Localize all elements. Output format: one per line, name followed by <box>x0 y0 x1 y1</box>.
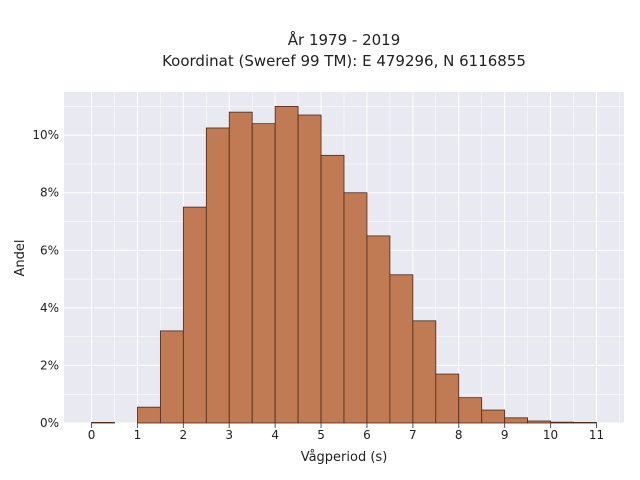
x-tick-label: 9 <box>501 428 509 442</box>
histogram-bar <box>573 422 597 424</box>
histogram-bar <box>274 105 299 424</box>
histogram-bar <box>527 420 551 424</box>
histogram-bar <box>481 409 506 424</box>
histogram-bar <box>504 417 529 424</box>
y-tick-label: 8% <box>40 186 59 200</box>
histogram-bar <box>137 406 161 424</box>
chart-title-line-1: År 1979 - 2019 <box>288 30 401 49</box>
histogram-bar <box>320 154 345 424</box>
y-axis-ticks: 0% 2% 4% 6% 8% 10% <box>32 128 59 430</box>
histogram-bar <box>91 422 115 424</box>
histogram-bar <box>251 123 276 424</box>
histogram-bar <box>159 330 184 424</box>
bars-group <box>91 105 597 424</box>
x-axis-label: Vågperiod (s) <box>301 450 388 465</box>
histogram-bar <box>343 192 368 424</box>
x-tick-label: 0 <box>88 428 96 442</box>
x-tick-label: 4 <box>271 428 279 442</box>
histogram-bar <box>435 373 460 424</box>
x-tick-label: 11 <box>589 428 604 442</box>
histogram-bar <box>297 114 322 424</box>
histogram-bar <box>458 397 483 424</box>
x-tick-label: 6 <box>363 428 371 442</box>
x-tick-label: 3 <box>225 428 233 442</box>
x-tick-label: 5 <box>317 428 325 442</box>
histogram-bar <box>550 421 574 424</box>
histogram-bar <box>182 206 207 424</box>
histogram-bar <box>389 274 414 424</box>
x-tick-label: 10 <box>543 428 558 442</box>
y-tick-label: 2% <box>40 358 59 372</box>
x-tick-label: 2 <box>180 428 188 442</box>
y-tick-label: 6% <box>40 243 59 257</box>
x-tick-label: 1 <box>134 428 142 442</box>
x-tick-label: 8 <box>455 428 463 442</box>
chart-title-line-2: Koordinat (Sweref 99 TM): E 479296, N 61… <box>162 52 526 70</box>
y-tick-label: 0% <box>40 416 59 430</box>
histogram-bar <box>412 320 437 424</box>
y-tick-label: 4% <box>40 301 59 315</box>
histogram-bar <box>366 235 391 424</box>
histogram-bar <box>228 111 253 424</box>
x-axis-ticks: 0 1 2 3 4 5 6 7 8 9 10 11 <box>88 423 604 442</box>
x-tick-label: 7 <box>409 428 417 442</box>
y-axis-label: Andel <box>13 240 28 277</box>
histogram-bar <box>205 127 230 424</box>
y-tick-label: 10% <box>32 128 59 142</box>
